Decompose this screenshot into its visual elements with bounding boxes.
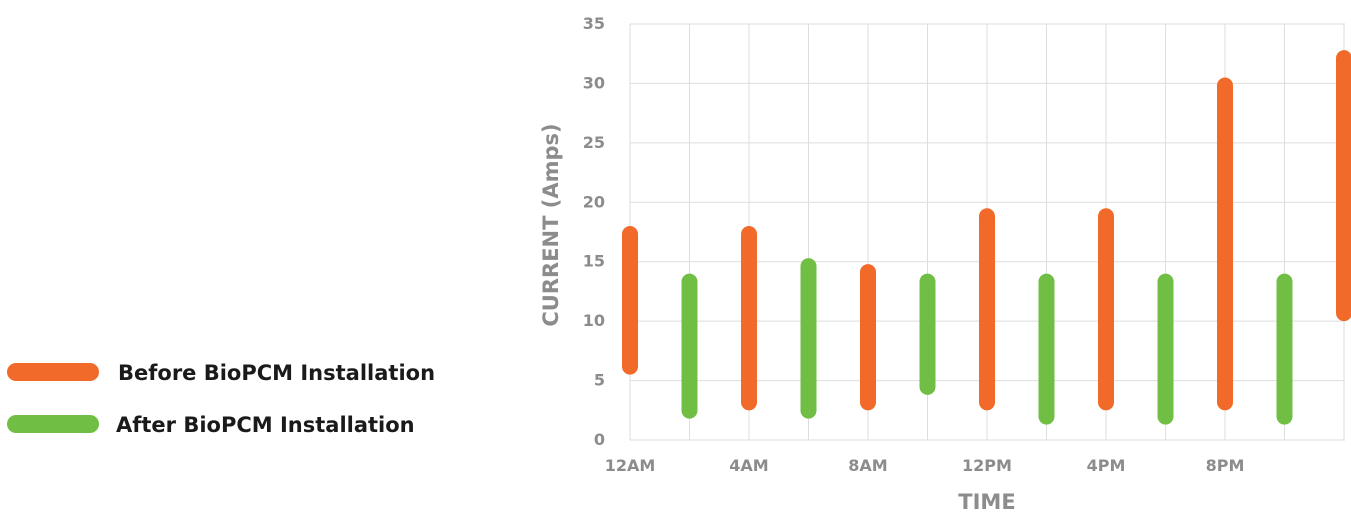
- bar-before: [1336, 50, 1351, 322]
- x-tick-label: 8PM: [1206, 456, 1245, 475]
- bar-after: [681, 273, 698, 419]
- legend-item-before: Before BioPCM Installation: [7, 361, 435, 385]
- x-ticks: 12AM 4AM 8AM 12PM 4PM 8PM: [605, 456, 1245, 475]
- legend-label-after: After BioPCM Installation: [116, 413, 415, 437]
- bar-after: [1157, 273, 1174, 425]
- bar-before: [1098, 208, 1114, 411]
- y-tick-label: 15: [583, 252, 605, 271]
- bar-after: [800, 258, 817, 419]
- legend-item-after: After BioPCM Installation: [7, 413, 415, 437]
- y-tick-label: 25: [583, 133, 605, 152]
- legend-label-before: Before BioPCM Installation: [118, 361, 435, 385]
- bar-before: [979, 208, 995, 411]
- bars: [622, 50, 1351, 425]
- y-ticks: 0 5 10 15 20 25 30 35: [583, 14, 605, 449]
- bar-after: [1276, 273, 1293, 425]
- y-tick-label: 30: [583, 73, 605, 92]
- x-tick-label: 8AM: [848, 456, 887, 475]
- bar-after: [1038, 273, 1055, 425]
- y-tick-label: 35: [583, 14, 605, 33]
- legend: Before BioPCM Installation After BioPCM …: [7, 361, 435, 437]
- bar-after: [919, 273, 936, 395]
- x-tick-label: 4PM: [1087, 456, 1126, 475]
- x-tick-label: 12PM: [962, 456, 1012, 475]
- y-tick-label: 20: [583, 192, 605, 211]
- y-tick-label: 0: [594, 430, 605, 449]
- bar-before: [741, 226, 757, 411]
- y-tick-label: 10: [583, 311, 605, 330]
- x-tick-label: 12AM: [605, 456, 656, 475]
- y-axis-title: CURRENT (Amps): [539, 123, 563, 326]
- bar-before: [1217, 77, 1233, 411]
- bar-before: [622, 226, 638, 375]
- y-tick-label: 5: [594, 371, 605, 390]
- x-tick-label: 4AM: [729, 456, 768, 475]
- bar-before: [860, 264, 876, 411]
- x-axis-title: TIME: [958, 490, 1015, 512]
